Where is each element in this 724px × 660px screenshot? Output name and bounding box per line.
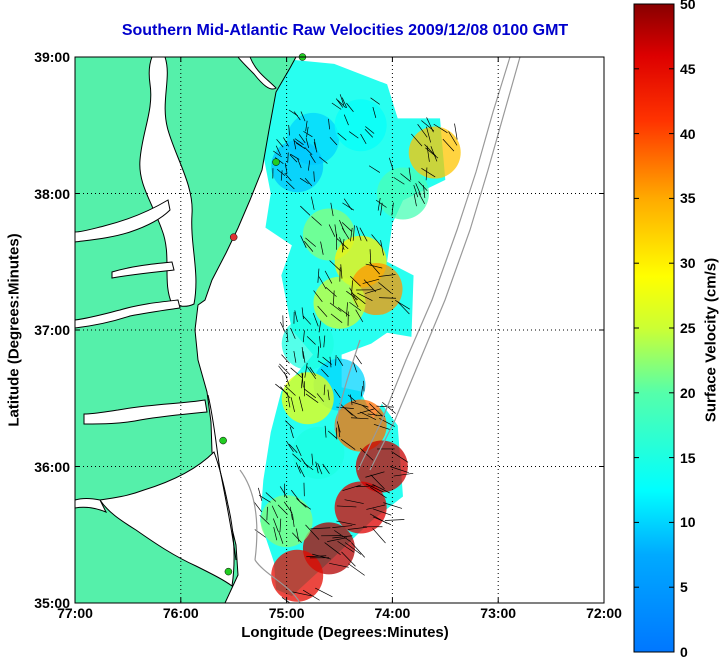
colorbar-tick-label: 10: [680, 514, 696, 530]
velocity-cell: [282, 372, 334, 424]
colorbar-tick-label: 40: [680, 126, 696, 142]
colorbar-tick-label: 30: [680, 255, 696, 271]
colorbar-tick-label: 15: [680, 450, 696, 466]
x-tick-label: 75:00: [269, 605, 305, 621]
colorbar-tick-label: 25: [680, 320, 696, 336]
colorbar-tick-label: 0: [680, 644, 688, 660]
radar-site-marker: [220, 437, 227, 444]
x-axis-label: Longitude (Degrees:Minutes): [241, 624, 449, 641]
radar-site-marker: [273, 159, 280, 166]
y-tick-label: 37:00: [34, 322, 70, 338]
y-axis-label: Latitude (Degrees:Minutes): [6, 233, 23, 426]
colorbar-tick-label: 45: [680, 61, 696, 77]
y-tick-label: 36:00: [34, 459, 70, 475]
radar-site-marker: [225, 568, 232, 575]
radar-site-marker: [230, 234, 237, 241]
colorbar-tick-label: 20: [680, 385, 696, 401]
colorbar-tick-label: 5: [680, 579, 688, 595]
x-tick-label: 73:00: [480, 605, 516, 621]
colorbar-label: Surface Velocity (cm/s): [703, 258, 720, 422]
velocity-cell: [335, 481, 387, 533]
y-tick-label: 35:00: [34, 595, 70, 611]
colorbar-tick-label: 50: [680, 0, 696, 12]
velocity-cell: [409, 127, 461, 179]
velocity-cell: [282, 318, 334, 370]
colorbar: [634, 4, 674, 652]
y-tick-label: 38:00: [34, 186, 70, 202]
y-tick-label: 39:00: [34, 49, 70, 65]
x-tick-label: 74:00: [374, 605, 410, 621]
x-tick-label: 72:00: [586, 605, 622, 621]
x-tick-label: 76:00: [163, 605, 199, 621]
colorbar-tick-label: 35: [680, 190, 696, 206]
